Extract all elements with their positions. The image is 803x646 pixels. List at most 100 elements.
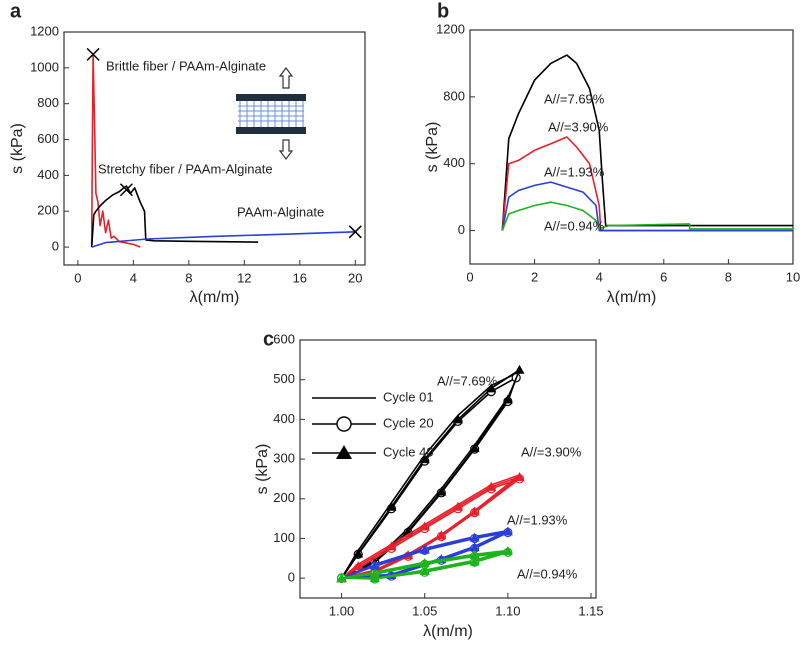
- annotation: A//=7.69%: [544, 91, 605, 106]
- series-line: [501, 54, 793, 231]
- legend-marker: [336, 416, 352, 432]
- plot-area: [501, 54, 793, 232]
- series-line: [501, 201, 793, 231]
- y-tick-label: 800: [37, 95, 59, 110]
- legend-marker: [336, 445, 352, 459]
- x-tick-label: 8: [725, 269, 732, 284]
- marker: [452, 501, 463, 511]
- y-tick-label: 0: [288, 570, 295, 585]
- plot-frame: [63, 31, 366, 266]
- x-tick-label: 0: [466, 269, 473, 284]
- inset-diagram: [236, 67, 306, 160]
- marker: [419, 558, 430, 568]
- marker: [419, 566, 430, 576]
- annotation: Stretchy fiber / PAAm-Alginate: [98, 161, 273, 176]
- y-tick-label: 1200: [30, 23, 59, 38]
- marker: [86, 47, 100, 61]
- y-tick-label: 200: [37, 203, 59, 218]
- annotation: A//=0.94%: [544, 218, 605, 233]
- annotation: PAAm-Alginate: [237, 204, 324, 219]
- marker: [469, 556, 480, 566]
- marker: [469, 550, 480, 560]
- x-tick-label: 2: [531, 269, 538, 284]
- marker: [469, 532, 480, 542]
- plot-frame: [469, 29, 794, 265]
- x-tick-label: 1.10: [495, 603, 520, 618]
- legend-label: Cycle 40: [383, 444, 434, 459]
- plot-area: [336, 364, 525, 584]
- x-tick-label: 1.00: [329, 603, 354, 618]
- y-tick-label: 0: [52, 239, 59, 254]
- panel-label: b: [437, 0, 449, 22]
- x-tick-label: 1.15: [578, 603, 603, 618]
- y-tick-label: 200: [273, 490, 295, 505]
- annotation: A//=0.94%: [517, 566, 578, 581]
- marker: [486, 481, 497, 491]
- series-line: [501, 181, 793, 232]
- panel-label: a: [10, 0, 22, 22]
- marker: [353, 548, 364, 558]
- y-tick-label: 800: [443, 88, 465, 103]
- annotation: A//=3.90%: [521, 444, 582, 459]
- x-axis-label: λ(m/m): [423, 623, 473, 640]
- marker: [452, 414, 463, 424]
- marker: [514, 471, 525, 481]
- x-axis-label: λ(m/m): [607, 289, 657, 306]
- y-tick-label: 400: [273, 411, 295, 426]
- x-tick-label: 12: [237, 270, 251, 285]
- marker: [469, 442, 480, 452]
- marker: [502, 526, 513, 536]
- marker: [369, 573, 380, 583]
- x-tick-label: 10: [786, 269, 800, 284]
- y-tick-label: 400: [37, 167, 59, 182]
- y-tick-label: 0: [458, 222, 465, 237]
- marker: [386, 541, 397, 551]
- marker: [469, 506, 480, 516]
- annotation: A//=3.90%: [548, 119, 609, 134]
- marker: [486, 383, 497, 393]
- marker: [419, 454, 430, 464]
- y-axis-label: s (kPa): [254, 444, 271, 495]
- x-tick-label: 8: [185, 270, 192, 285]
- y-tick-label: 600: [273, 331, 295, 346]
- annotation: A//=7.69%: [437, 373, 498, 388]
- x-tick-label: 16: [293, 270, 307, 285]
- marker: [119, 183, 133, 197]
- y-axis-label: s (kPa): [424, 122, 441, 173]
- marker: [353, 561, 364, 571]
- marker: [369, 560, 380, 570]
- x-tick-label: 0: [74, 270, 81, 285]
- series-line: [90, 53, 141, 248]
- series-line: [341, 478, 521, 579]
- x-tick-label: 4: [596, 269, 603, 284]
- annotation: A//=1.93%: [507, 512, 568, 527]
- plot-area: [86, 47, 362, 248]
- marker: [419, 544, 430, 554]
- y-tick-label: 600: [37, 131, 59, 146]
- x-tick-label: 6: [660, 269, 667, 284]
- annotation: Brittle fiber / PAAm-Alginate: [106, 58, 266, 73]
- marker: [502, 546, 513, 556]
- y-tick-label: 1000: [30, 59, 59, 74]
- x-tick-label: 20: [348, 270, 362, 285]
- y-tick-label: 1200: [436, 21, 465, 36]
- series-line: [90, 185, 259, 248]
- y-tick-label: 100: [273, 530, 295, 545]
- marker: [469, 542, 480, 552]
- y-axis-label: s (kPa): [9, 123, 26, 174]
- plot-frame: [299, 339, 597, 599]
- marker: [419, 521, 430, 531]
- marker: [336, 573, 347, 583]
- marker: [514, 364, 525, 374]
- x-tick-label: 1.05: [412, 603, 437, 618]
- marker: [386, 501, 397, 511]
- marker: [348, 225, 362, 239]
- series-line: [501, 136, 793, 232]
- y-tick-label: 500: [273, 371, 295, 386]
- y-tick-label: 300: [273, 451, 295, 466]
- legend-label: Cycle 01: [383, 389, 434, 404]
- marker: [369, 568, 380, 578]
- panel-label: c: [263, 328, 274, 350]
- marker: [436, 530, 447, 540]
